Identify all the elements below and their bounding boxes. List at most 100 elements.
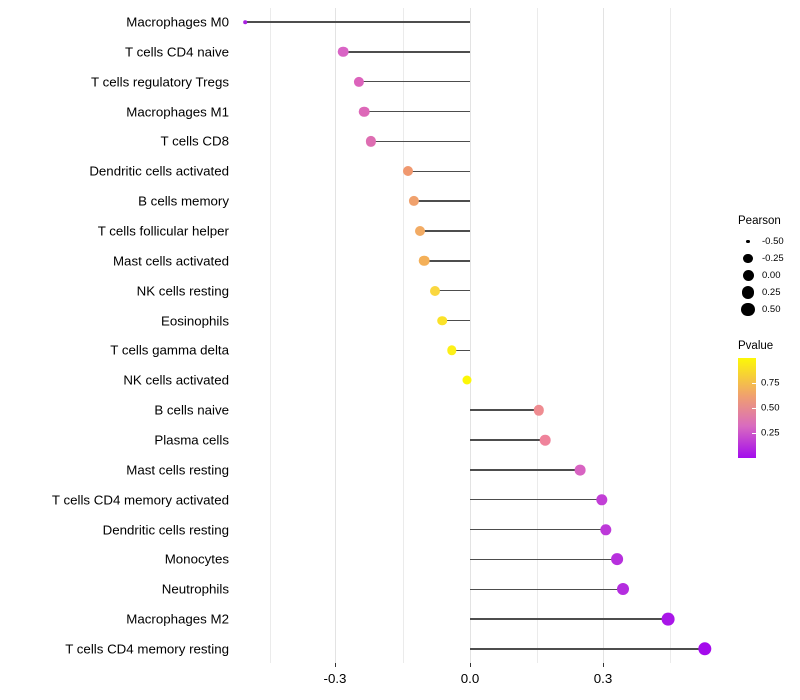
lollipop-stem bbox=[424, 260, 470, 262]
lollipop-stem bbox=[343, 51, 470, 53]
pearson-legend-swatch-wrap bbox=[738, 239, 758, 244]
pearson-legend-item[interactable]: 0.00 bbox=[738, 267, 800, 284]
lollipop-point[interactable] bbox=[408, 196, 420, 207]
lollipop-point[interactable] bbox=[611, 553, 623, 566]
lollipop-stem bbox=[435, 289, 470, 292]
pearson-legend-label: -0.50 bbox=[762, 236, 784, 247]
lollipop-point[interactable] bbox=[358, 106, 370, 117]
pearson-legend-item[interactable]: 0.50 bbox=[738, 301, 800, 318]
y-axis-tick-label: Mast cells activated bbox=[112, 253, 229, 269]
pvalue-legend-label: 0.25 bbox=[761, 427, 780, 439]
circle-icon bbox=[743, 253, 753, 264]
x-axis-tick bbox=[335, 663, 336, 667]
x-axis-tick bbox=[470, 663, 471, 667]
y-axis-tick-label: Macrophages M2 bbox=[126, 611, 229, 627]
lollipop-row bbox=[237, 642, 733, 656]
y-axis-tick-label: Dendritic cells activated bbox=[89, 163, 229, 179]
lollipop-point[interactable] bbox=[698, 642, 712, 656]
lollipop-point[interactable] bbox=[418, 255, 430, 267]
y-axis-tick-label: T cells CD4 memory resting bbox=[65, 641, 229, 657]
lollipop-stem bbox=[470, 469, 580, 471]
lollipop-point[interactable] bbox=[403, 166, 413, 177]
lollipop-row bbox=[237, 434, 733, 446]
y-axis-tick-label: T cells CD8 bbox=[160, 133, 229, 149]
pearson-legend-item[interactable]: 0.25 bbox=[738, 284, 800, 301]
lollipop-row bbox=[237, 46, 733, 58]
pearson-legend-label: 0.25 bbox=[762, 287, 781, 298]
lollipop-point[interactable] bbox=[430, 285, 440, 296]
pearson-legend-item[interactable]: -0.50 bbox=[738, 233, 800, 250]
pearson-legend-swatch-wrap bbox=[738, 286, 758, 299]
lollipop-point[interactable] bbox=[574, 464, 586, 476]
y-axis-tick-label: Macrophages M0 bbox=[126, 14, 229, 30]
lollipop-point[interactable] bbox=[596, 494, 608, 506]
pearson-legend-item[interactable]: -0.25 bbox=[738, 250, 800, 267]
pearson-legend-label: 0.00 bbox=[762, 270, 781, 281]
y-axis-tick-label: T cells regulatory Tregs bbox=[91, 74, 229, 90]
pvalue-gradient-bar bbox=[738, 358, 756, 458]
pvalue-legend-label: 0.75 bbox=[761, 377, 780, 389]
lollipop-stem bbox=[470, 588, 623, 591]
lollipop-stem bbox=[359, 80, 470, 83]
lollipop-row bbox=[237, 20, 733, 24]
lollipop-row bbox=[237, 375, 733, 385]
pvalue-legend-tick bbox=[752, 433, 757, 434]
lollipop-point[interactable] bbox=[447, 345, 457, 356]
lollipop-row bbox=[237, 464, 733, 476]
gridline-major bbox=[335, 8, 336, 663]
lollipop-point[interactable] bbox=[353, 76, 365, 87]
gridline-minor bbox=[670, 8, 671, 663]
y-axis-tick-label: Macrophages M1 bbox=[126, 104, 229, 120]
lollipop-stem bbox=[364, 110, 470, 113]
circle-icon bbox=[741, 302, 755, 317]
lollipop-stem bbox=[452, 349, 470, 352]
pvalue-color-legend: Pvalue 0.75 0.50 0.25 bbox=[738, 340, 800, 458]
lollipop-point[interactable] bbox=[415, 226, 425, 236]
lollipop-stem bbox=[470, 528, 606, 531]
lollipop-point[interactable] bbox=[539, 434, 551, 446]
lollipop-point[interactable] bbox=[462, 375, 472, 385]
pearson-size-legend: Pearson -0.50 -0.25 0.00 0.25 0.50 bbox=[738, 215, 800, 318]
gridline-minor bbox=[270, 8, 271, 663]
x-axis-tick-label: 0.0 bbox=[460, 671, 480, 686]
lollipop-point[interactable] bbox=[437, 315, 447, 326]
y-axis-tick-label: Mast cells resting bbox=[126, 462, 229, 478]
y-axis-tick-label: T cells CD4 naive bbox=[125, 44, 229, 60]
lollipop-point[interactable] bbox=[337, 46, 349, 58]
lollipop-stem bbox=[470, 409, 539, 411]
lollipop-row bbox=[237, 226, 733, 236]
pearson-legend-label: -0.25 bbox=[762, 253, 784, 264]
lollipop-row bbox=[237, 553, 733, 566]
lollipop-point[interactable] bbox=[243, 20, 247, 24]
x-axis: -0.3 0.0 0.3 bbox=[237, 663, 733, 699]
pvalue-legend-tick bbox=[752, 383, 757, 384]
y-axis-labels: Macrophages M0 T cells CD4 naive T cells r… bbox=[0, 8, 229, 663]
lollipop-point[interactable] bbox=[365, 136, 377, 147]
y-axis-tick-label: Monocytes bbox=[164, 551, 229, 567]
y-axis-tick-label: Plasma cells bbox=[154, 432, 229, 448]
x-axis-tick-label: 0.3 bbox=[593, 671, 613, 686]
pvalue-legend-label: 0.50 bbox=[761, 402, 780, 414]
lollipop-point[interactable] bbox=[600, 523, 612, 536]
lollipop-stem bbox=[371, 140, 470, 143]
y-axis-tick-label: T cells gamma delta bbox=[110, 342, 229, 358]
circle-icon bbox=[746, 239, 750, 244]
pvalue-legend-title: Pvalue bbox=[738, 340, 774, 352]
lollipop-row bbox=[237, 285, 733, 296]
pearson-legend-swatch-wrap bbox=[738, 253, 758, 264]
lollipop-row bbox=[237, 583, 733, 596]
pearson-legend-items: -0.50 -0.25 0.00 0.25 0.50 bbox=[738, 233, 800, 318]
gridline-minor bbox=[537, 8, 538, 663]
lollipop-row bbox=[237, 166, 733, 177]
gridline-major bbox=[470, 8, 471, 663]
lollipop-point[interactable] bbox=[661, 612, 675, 626]
x-axis-tick-label: -0.3 bbox=[323, 671, 347, 686]
circle-icon bbox=[742, 270, 754, 281]
lollipop-point[interactable] bbox=[533, 404, 545, 416]
lollipop-row bbox=[237, 404, 733, 416]
lollipop-stem bbox=[414, 200, 470, 202]
y-axis-tick-label: B cells naive bbox=[154, 402, 229, 418]
lollipop-point[interactable] bbox=[617, 583, 629, 596]
gridline-minor bbox=[403, 8, 404, 663]
